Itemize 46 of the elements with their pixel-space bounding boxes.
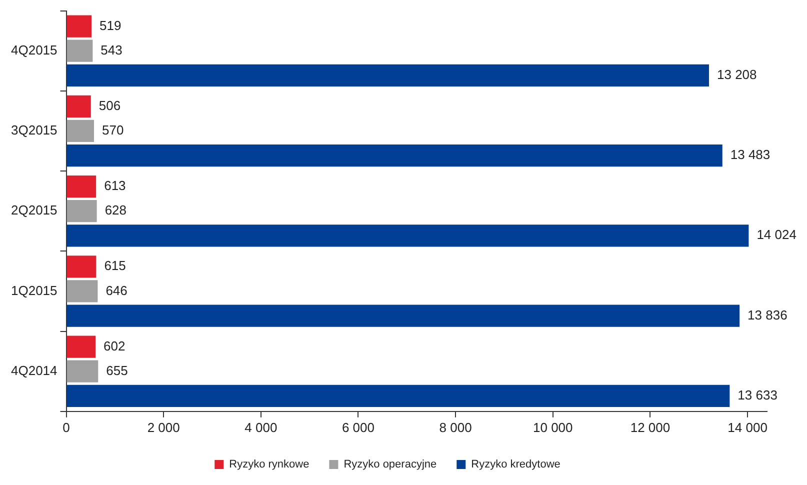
bar <box>66 200 97 222</box>
legend-label: Ryzyko rynkowe <box>229 458 310 471</box>
data-label: 628 <box>104 202 127 218</box>
data-label: 602 <box>104 338 126 354</box>
data-label: 13 483 <box>730 147 770 162</box>
data-label: 543 <box>100 42 122 58</box>
bar <box>66 336 96 358</box>
data-label: 13 633 <box>738 387 778 402</box>
bar <box>66 224 749 247</box>
bar <box>66 384 730 407</box>
bar <box>66 40 93 62</box>
data-label: 13 208 <box>716 67 757 82</box>
bar <box>66 304 740 327</box>
data-label: 646 <box>106 282 128 298</box>
bar <box>66 120 94 142</box>
y-tick-label: 2Q2015 <box>10 202 58 218</box>
bar <box>66 64 709 86</box>
y-tick-label: 1Q2015 <box>10 282 58 298</box>
x-tick-label: 12 000 <box>630 420 670 435</box>
data-label: 506 <box>98 98 121 113</box>
bar <box>66 15 92 38</box>
bar <box>66 256 96 278</box>
x-tick-label: 2 000 <box>147 420 180 435</box>
bar <box>66 280 98 302</box>
x-tick-label: 8 000 <box>439 420 472 435</box>
bar <box>66 95 91 118</box>
x-tick-label: 14 000 <box>728 420 768 435</box>
data-label: 655 <box>106 362 128 378</box>
x-tick-label: 6 000 <box>342 420 375 435</box>
data-label: 613 <box>104 178 126 194</box>
x-tick-label: 4 000 <box>244 420 278 435</box>
legend-label: Ryzyko kredytowe <box>471 458 560 471</box>
data-label: 13 836 <box>748 307 788 322</box>
bar <box>66 360 98 382</box>
x-tick-label: 0 <box>62 420 70 435</box>
y-tick-label: 3Q2015 <box>10 122 58 138</box>
y-tick-label: 4Q2014 <box>10 362 58 378</box>
bar <box>66 144 722 167</box>
data-label: 615 <box>104 258 126 274</box>
bar <box>66 175 96 198</box>
x-tick-label: 10 000 <box>533 420 573 435</box>
data-label: 519 <box>100 18 122 33</box>
data-label: 570 <box>102 122 124 138</box>
data-label: 14 024 <box>756 227 796 242</box>
y-tick-label: 4Q2015 <box>10 42 58 58</box>
legend-label: Ryzyko operacyjne <box>344 458 437 471</box>
